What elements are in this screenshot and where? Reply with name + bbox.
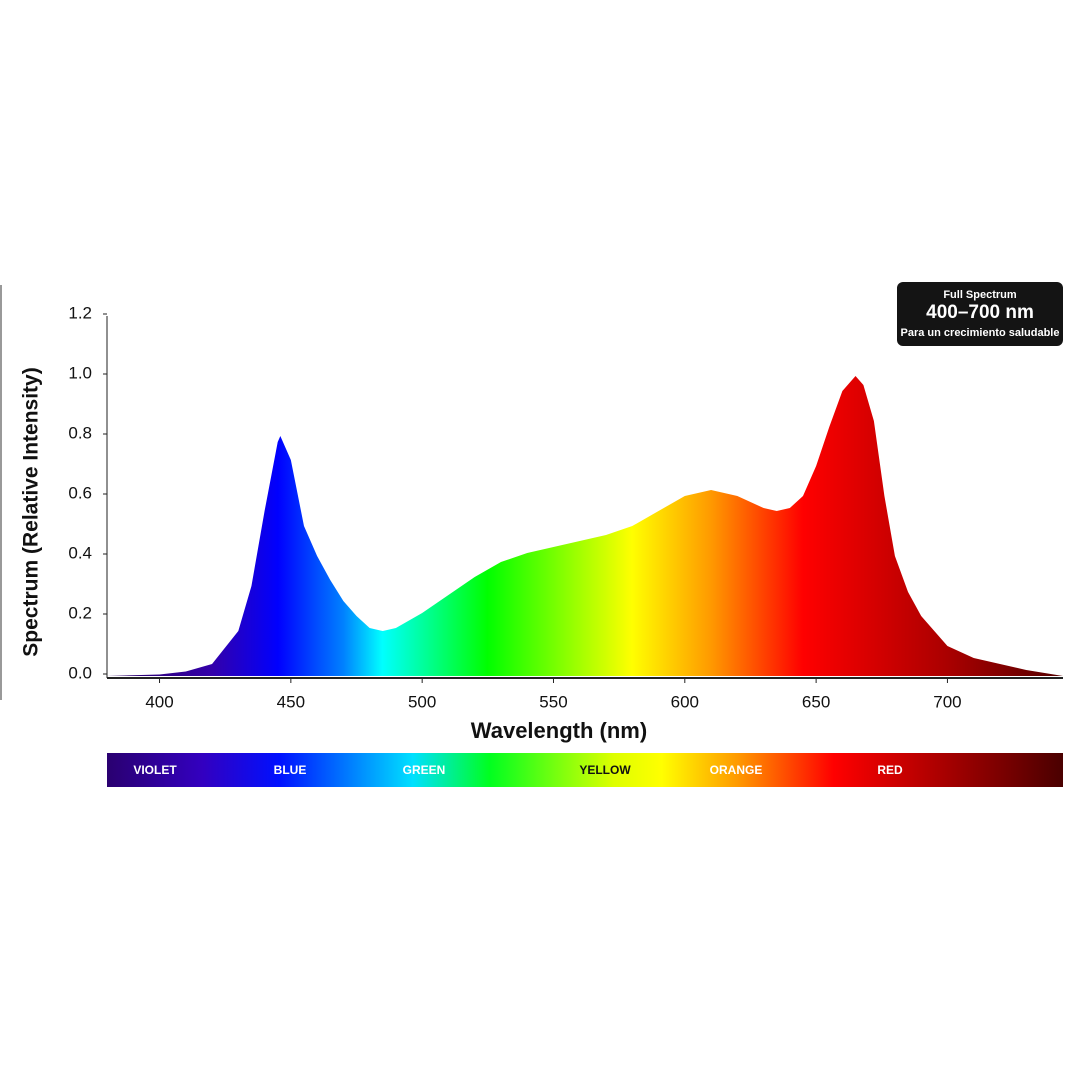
y-tick-label: 0.4	[68, 543, 92, 562]
color-band	[107, 753, 1063, 787]
y-tick-label: 0.2	[68, 603, 92, 622]
x-tick-label: 450	[277, 692, 305, 711]
spectrum-area	[107, 376, 1063, 676]
x-tick-label: 600	[671, 692, 699, 711]
badge-subtitle: Para un crecimiento saludable	[901, 327, 1060, 339]
y-tick-label: 0.0	[68, 663, 92, 682]
band-label: BLUE	[274, 763, 307, 777]
y-tick-label: 1.2	[68, 303, 92, 322]
x-tick-label: 700	[933, 692, 961, 711]
badge	[897, 282, 1063, 346]
band-label: RED	[877, 763, 903, 777]
plot: 0.0 0.2 0.4 0.6 0.8 1.0 1.2 400 450 500 550 600 650 7…	[68, 303, 1063, 711]
x-tick-label: 650	[802, 692, 830, 711]
x-tick-label: 400	[145, 692, 173, 711]
badge-range: 400–700 nm	[926, 302, 1034, 323]
band-label: YELLOW	[579, 763, 631, 777]
band-label: VIOLET	[133, 763, 177, 777]
y-tick-label: 0.8	[68, 423, 92, 442]
badge-title: Full Spectrum	[943, 289, 1017, 301]
x-tick-label: 550	[539, 692, 567, 711]
x-tick-label: 500	[408, 692, 436, 711]
band-label: GREEN	[403, 763, 446, 777]
band-label: ORANGE	[710, 763, 763, 777]
y-tick-label: 1.0	[68, 363, 92, 382]
y-axis-label: Spectrum (Relative Intensity)	[20, 367, 43, 656]
x-axis-label: Wavelength (nm)	[471, 718, 647, 743]
y-tick-label: 0.6	[68, 483, 92, 502]
